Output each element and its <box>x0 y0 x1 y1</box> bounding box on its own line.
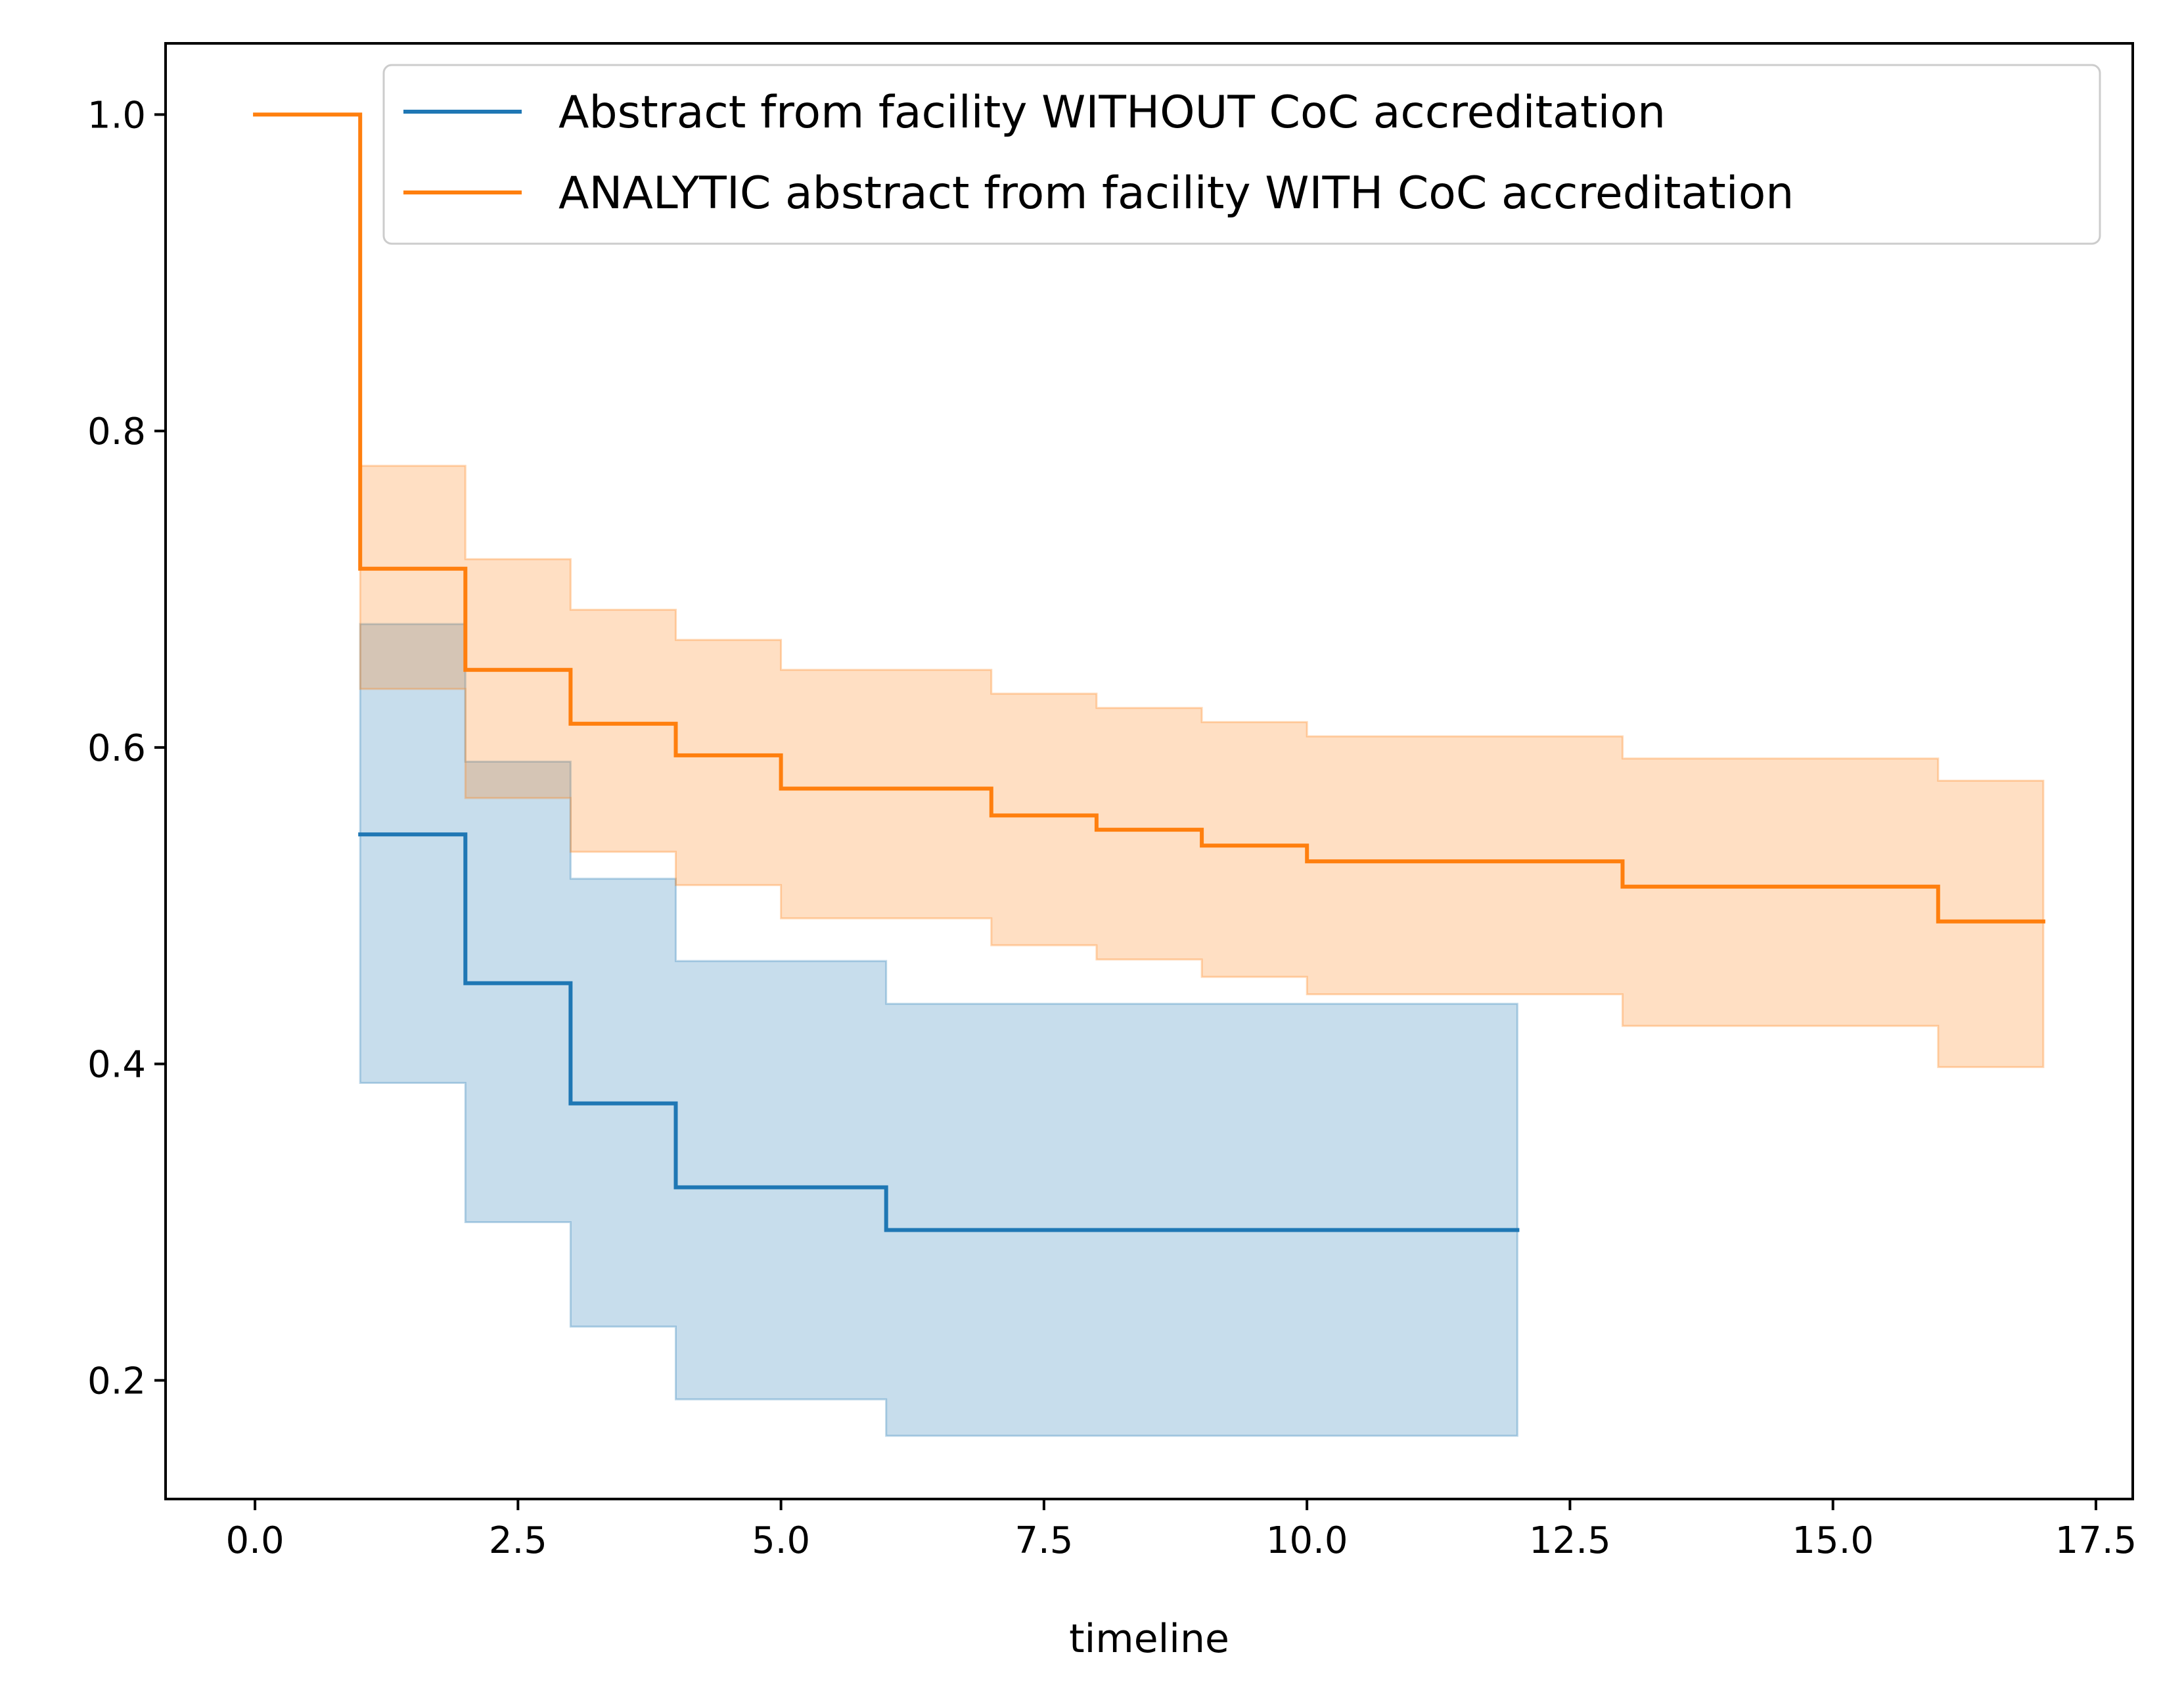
x-tick-label: 12.5 <box>1529 1519 1611 1562</box>
x-tick-label: 5.0 <box>752 1519 810 1562</box>
x-tick-label: 17.5 <box>2055 1519 2137 1562</box>
confidence-band-series-2 <box>255 113 2045 1068</box>
axes-frame <box>164 42 2134 1500</box>
x-tick-label: 15.0 <box>1792 1519 1874 1562</box>
x-axis-label: timeline <box>1069 1616 1229 1662</box>
legend: Abstract from facility WITHOUT CoC accre… <box>382 64 2101 245</box>
confidence-bands <box>255 113 2045 1437</box>
y-tick-label: 0.2 <box>87 1360 146 1402</box>
y-tick-label: 0.4 <box>87 1044 146 1086</box>
survival-line-series-2 <box>253 112 2045 924</box>
survival-line-series-1 <box>358 832 1520 1232</box>
y-tick-label: 1.0 <box>87 94 146 137</box>
x-axis-ticks: 0.0 2.5 5.0 7.5 10.0 12.5 15.0 17.5 <box>226 1499 2137 1562</box>
x-tick-label: 2.5 <box>489 1519 547 1562</box>
series-lines <box>253 112 2045 1232</box>
x-tick-label: 10.0 <box>1266 1519 1348 1562</box>
y-tick-label: 0.6 <box>87 727 146 770</box>
x-tick-label: 0.0 <box>226 1519 284 1562</box>
y-tick-label: 0.8 <box>87 411 146 453</box>
y-axis-ticks: 0.2 0.4 0.6 0.8 1.0 <box>87 94 166 1402</box>
confidence-band-series-1 <box>359 623 1518 1437</box>
legend-label-with-coc: ANALYTIC abstract from facility WITH CoC… <box>558 168 1794 219</box>
legend-label-without-coc: Abstract from facility WITHOUT CoC accre… <box>558 87 1666 139</box>
x-tick-label: 7.5 <box>1014 1519 1073 1562</box>
legend-box <box>382 64 2101 245</box>
